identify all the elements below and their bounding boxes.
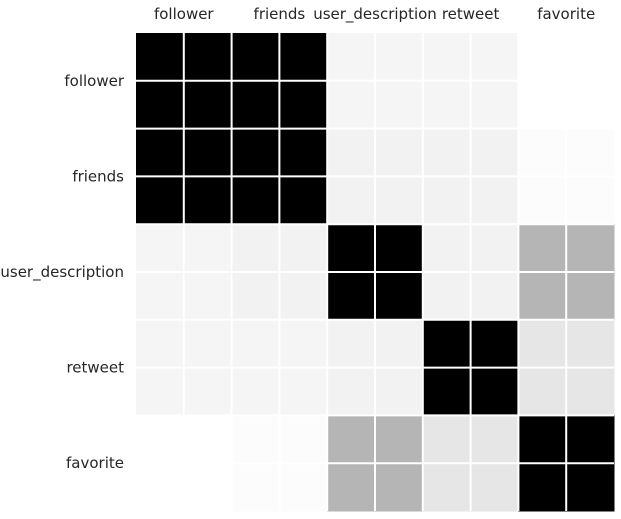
grid-lines — [136, 33, 614, 511]
y-tick-label: retweet — [66, 359, 124, 377]
x-tick-label: user_description — [313, 5, 437, 24]
y-tick-label: user_description — [0, 263, 124, 282]
x-tick-label: retweet — [442, 5, 500, 23]
y-tick-label: favorite — [66, 454, 124, 472]
x-tick-labels: follower friends user_description retweet fa… — [154, 5, 595, 24]
x-tick-label: favorite — [537, 5, 595, 23]
y-tick-label: follower — [64, 72, 124, 90]
x-tick-label: follower — [154, 5, 214, 23]
y-tick-label: friends — [72, 167, 124, 185]
x-tick-label: friends — [254, 5, 306, 23]
